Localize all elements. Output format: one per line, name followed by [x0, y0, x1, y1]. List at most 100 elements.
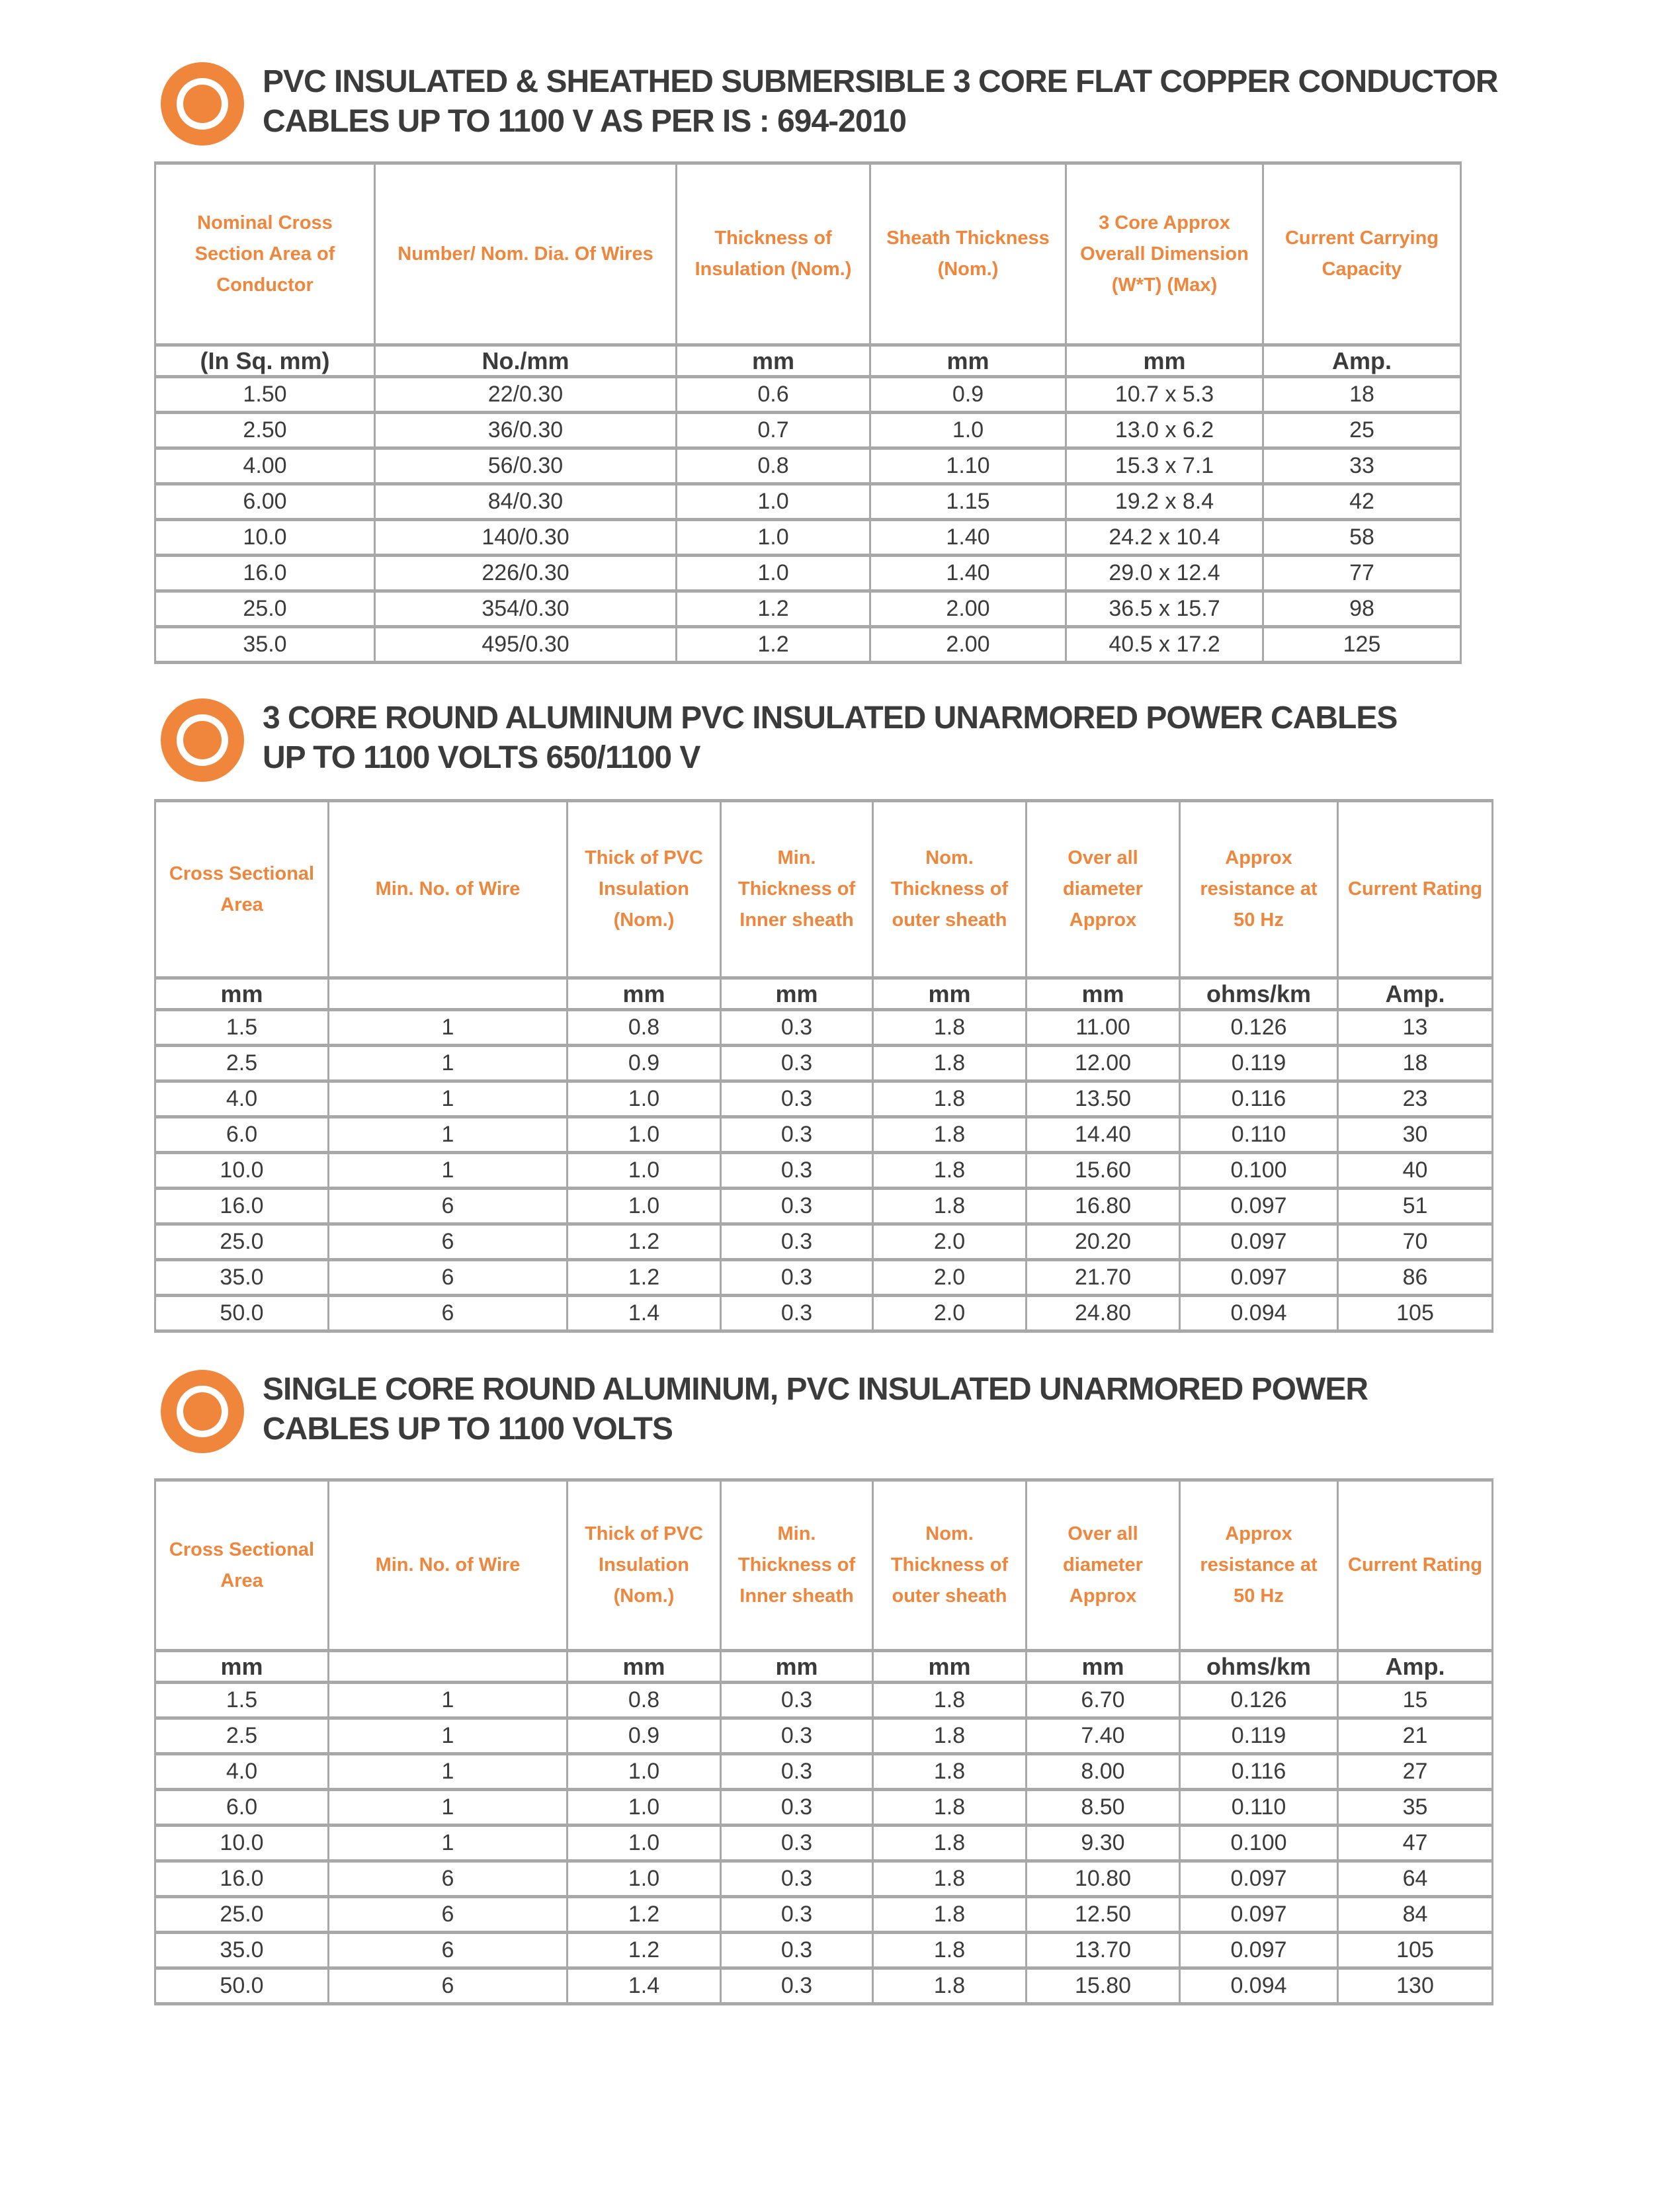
data-cell: 0.094: [1179, 1966, 1339, 2005]
data-cell: 1: [327, 1044, 568, 1083]
data-cell: 10.7 x 5.3: [1065, 375, 1264, 414]
data-cell: 40: [1337, 1151, 1493, 1190]
data-cell: 35: [1337, 1788, 1493, 1827]
data-cell: 15.60: [1025, 1151, 1181, 1190]
data-cell: 13.0 x 6.2: [1065, 411, 1264, 450]
data-cell: 27: [1337, 1752, 1493, 1791]
table-row: 6.0 1 1.0 0.3 1.8 14.40 0.110 30: [154, 1115, 1493, 1154]
data-cell: 1.0: [869, 411, 1067, 450]
data-cell: 1: [327, 1788, 568, 1827]
data-cell: 24.80: [1025, 1294, 1181, 1333]
unit-cell: mm: [872, 1649, 1027, 1684]
data-cell: 6.00: [154, 482, 376, 521]
data-cell: 42: [1262, 482, 1462, 521]
column-header: Min. Thickness of Inner sheath: [720, 1478, 874, 1652]
data-cell: 0.110: [1179, 1788, 1339, 1827]
table-row: 16.0 226/0.30 1.0 1.40 29.0 x 12.4 77: [154, 554, 1462, 593]
header-row: Nominal Cross Section Area of Conductor N…: [154, 161, 1462, 347]
section-single-core-round-aluminum-cables: SINGLE CORE ROUND ALUMINUM, PVC INSULATE…: [0, 1368, 1680, 2005]
data-cell: 14.40: [1025, 1115, 1181, 1154]
table-row: 16.0 6 1.0 0.3 1.8 16.80 0.097 51: [154, 1187, 1493, 1226]
table-row: 50.0 6 1.4 0.3 1.8 15.80 0.094 130: [154, 1966, 1493, 2005]
column-header: Nominal Cross Section Area of Conductor: [154, 161, 376, 347]
unit-cell: ohms/km: [1179, 1649, 1339, 1684]
data-cell: 0.097: [1179, 1258, 1339, 1297]
data-cell: 56/0.30: [374, 446, 677, 485]
data-cell: 1.0: [566, 1859, 722, 1898]
data-cell: 1.2: [566, 1931, 722, 1970]
data-cell: 20.20: [1025, 1222, 1181, 1261]
data-cell: 13.70: [1025, 1931, 1181, 1970]
data-cell: 0.3: [720, 1258, 874, 1297]
data-cell: 1.10: [869, 446, 1067, 485]
data-cell: 1.2: [566, 1222, 722, 1261]
data-cell: 84/0.30: [374, 482, 677, 521]
table-row: 6.00 84/0.30 1.0 1.15 19.2 x 8.4 42: [154, 482, 1462, 521]
data-cell: 0.3: [720, 1895, 874, 1934]
data-cell: 1.40: [869, 518, 1067, 557]
data-cell: 25.0: [154, 1895, 329, 1934]
data-cell: 6: [327, 1258, 568, 1297]
table-row: 1.5 1 0.8 0.3 1.8 6.70 0.126 15: [154, 1681, 1493, 1720]
unit-cell: mm: [1025, 1649, 1181, 1684]
data-cell: 2.5: [154, 1716, 329, 1755]
data-cell: 1.8: [872, 1966, 1027, 2005]
table-row: 1.50 22/0.30 0.6 0.9 10.7 x 5.3 18: [154, 375, 1462, 414]
column-header: Over all diameter Approx: [1025, 799, 1181, 980]
data-cell: 6: [327, 1222, 568, 1261]
data-cell: 16.80: [1025, 1187, 1181, 1226]
data-cell: 1: [327, 1079, 568, 1118]
data-cell: 40.5 x 17.2: [1065, 625, 1264, 664]
data-cell: 0.8: [566, 1008, 722, 1047]
data-cell: 1: [327, 1752, 568, 1791]
data-cell: 4.00: [154, 446, 376, 485]
data-cell: 140/0.30: [374, 518, 677, 557]
section-header: SINGLE CORE ROUND ALUMINUM, PVC INSULATE…: [161, 1368, 1587, 1453]
data-cell: 0.3: [720, 1681, 874, 1720]
data-cell: 0.097: [1179, 1187, 1339, 1226]
section-copper-flat-cables: PVC INSULATED & SHEATHED SUBMERSIBLE 3 C…: [0, 61, 1680, 664]
data-cell: 10.0: [154, 1151, 329, 1190]
table-row: 16.0 6 1.0 0.3 1.8 10.80 0.097 64: [154, 1859, 1493, 1898]
data-cell: 16.0: [154, 554, 376, 593]
section-title: SINGLE CORE ROUND ALUMINUM, PVC INSULATE…: [263, 1368, 1368, 1449]
bullseye-icon: [161, 1370, 244, 1453]
data-cell: 1.0: [675, 482, 871, 521]
data-cell: 0.100: [1179, 1824, 1339, 1863]
data-cell: 6: [327, 1859, 568, 1898]
column-header: Nom. Thickness of outer sheath: [872, 1478, 1027, 1652]
data-cell: 1.0: [675, 518, 871, 557]
section-title-line: 3 CORE ROUND ALUMINUM PVC INSULATED UNAR…: [263, 700, 1398, 736]
column-header: Cross Sectional Area: [154, 799, 329, 980]
section-3core-round-aluminum-cables: 3 CORE ROUND ALUMINUM PVC INSULATED UNAR…: [0, 697, 1680, 1333]
table-row: 35.0 6 1.2 0.3 1.8 13.70 0.097 105: [154, 1931, 1493, 1970]
unit-cell: mm: [1025, 976, 1181, 1011]
data-cell: 1.8: [872, 1788, 1027, 1827]
data-cell: 0.3: [720, 1079, 874, 1118]
data-cell: 1.8: [872, 1895, 1027, 1934]
data-cell: 0.7: [675, 411, 871, 450]
unit-cell: No./mm: [374, 343, 677, 378]
data-cell: 0.116: [1179, 1079, 1339, 1118]
table-row: 10.0 1 1.0 0.3 1.8 9.30 0.100 47: [154, 1824, 1493, 1863]
unit-cell: [327, 1649, 568, 1684]
table-row: 25.0 6 1.2 0.3 1.8 12.50 0.097 84: [154, 1895, 1493, 1934]
column-header: Current Rating: [1337, 799, 1493, 980]
column-header: Current Carrying Capacity: [1262, 161, 1462, 347]
table-row: 10.0 1 1.0 0.3 1.8 15.60 0.100 40: [154, 1151, 1493, 1190]
data-cell: 4.0: [154, 1079, 329, 1118]
data-cell: 0.126: [1179, 1681, 1339, 1720]
data-cell: 9.30: [1025, 1824, 1181, 1863]
data-cell: 1: [327, 1115, 568, 1154]
column-header: Thick of PVC Insulation (Nom.): [566, 799, 722, 980]
column-header: Thick of PVC Insulation (Nom.): [566, 1478, 722, 1652]
data-cell: 51: [1337, 1187, 1493, 1226]
column-header: Current Rating: [1337, 1478, 1493, 1652]
data-cell: 1.2: [566, 1258, 722, 1297]
data-cell: 36.5 x 15.7: [1065, 589, 1264, 628]
header-row: Cross Sectional Area Min. No. of Wire Thic…: [154, 1478, 1493, 1652]
data-cell: 36/0.30: [374, 411, 677, 450]
data-cell: 0.3: [720, 1044, 874, 1083]
section-header: 3 CORE ROUND ALUMINUM PVC INSULATED UNAR…: [161, 697, 1587, 782]
